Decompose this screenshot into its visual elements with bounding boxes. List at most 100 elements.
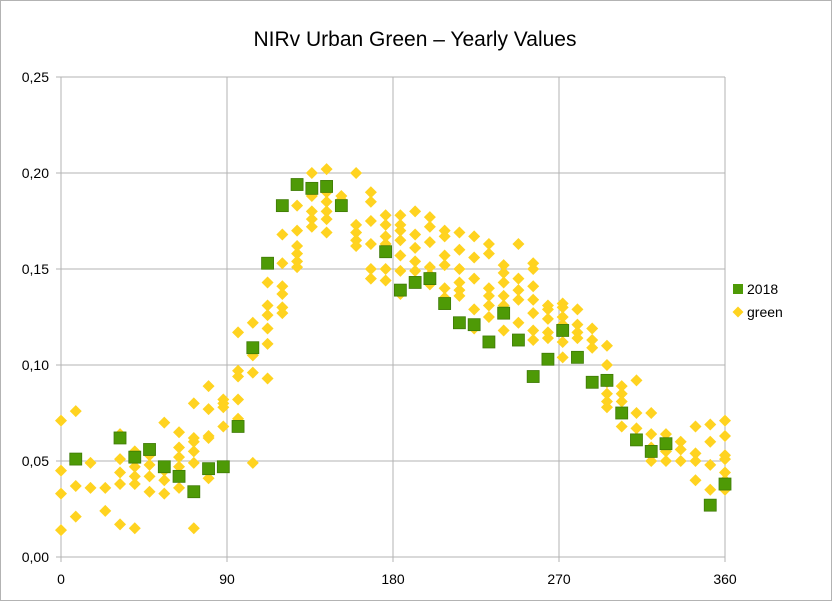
y-tick-label: 0,25 (22, 69, 49, 85)
data-point-green (246, 316, 259, 329)
data-point-2018 (128, 450, 142, 464)
data-point-green (350, 239, 363, 252)
data-point-green (291, 224, 304, 237)
data-point-green (394, 224, 407, 237)
data-point-green (438, 230, 451, 243)
data-point-green (719, 430, 731, 443)
data-point-green (541, 303, 554, 316)
data-point-green (482, 289, 495, 302)
data-point-green (114, 466, 127, 479)
data-point-green (143, 470, 156, 483)
data-point-green (438, 249, 451, 262)
data-point-green (187, 456, 200, 469)
data-point-green (202, 472, 215, 485)
data-point-green (659, 455, 672, 467)
data-point-green (158, 416, 171, 429)
data-point-green (276, 257, 289, 270)
data-point-green (320, 205, 333, 218)
data-point-green (645, 455, 658, 467)
y-tick-label: 0,20 (22, 165, 49, 181)
data-point-green (438, 282, 451, 295)
data-point-green (600, 401, 613, 414)
data-point-2018 (231, 420, 245, 433)
data-point-green (615, 420, 628, 433)
data-point-green (350, 226, 363, 239)
data-point-green (482, 311, 495, 323)
data-point-green (187, 435, 200, 448)
data-point-green (527, 307, 540, 320)
data-point-green (291, 239, 304, 252)
data-point-green (55, 524, 67, 537)
data-point-green (527, 280, 540, 293)
data-point-green (482, 247, 495, 260)
data-point-green (364, 263, 377, 275)
data-point-green (512, 293, 525, 306)
data-point-2018 (718, 477, 732, 491)
data-point-green (394, 209, 407, 222)
data-point-green (291, 247, 304, 260)
data-point-green (99, 504, 112, 517)
data-point-green (689, 447, 702, 460)
data-point-green (217, 420, 230, 433)
data-point-green (719, 453, 731, 466)
data-point-green (615, 387, 628, 400)
data-point-green (512, 238, 525, 251)
data-point-green (423, 261, 436, 274)
data-point-green (409, 255, 422, 268)
y-tick-label: 0,00 (22, 549, 49, 565)
data-point-green (173, 460, 186, 473)
data-point-green (232, 370, 245, 383)
data-point-2018 (143, 443, 156, 456)
data-point-green (320, 163, 333, 176)
data-point-green (571, 332, 584, 345)
data-point-green (497, 266, 510, 279)
legend: 2018 green (732, 281, 783, 320)
data-point-green (55, 414, 67, 427)
data-point-green (364, 272, 377, 285)
legend-label-2018: 2018 (747, 281, 778, 297)
data-point-green (394, 249, 407, 262)
data-point-green (173, 451, 186, 464)
data-point-green (202, 403, 215, 416)
data-point-green (409, 264, 422, 277)
data-point-green (674, 455, 687, 467)
data-point-green (173, 426, 186, 439)
data-point-green (217, 401, 230, 414)
x-tick-label: 0 (57, 571, 65, 587)
data-point-green (674, 443, 687, 456)
data-point-2018 (703, 498, 717, 512)
data-point-green (305, 205, 318, 218)
x-tick-label: 90 (219, 571, 235, 587)
data-point-green (128, 470, 141, 483)
data-point-2018 (113, 431, 127, 445)
data-point-green (291, 199, 304, 212)
data-point-green (600, 339, 613, 352)
data-point-2018 (644, 444, 658, 458)
data-point-green (704, 418, 717, 431)
data-point-green (128, 460, 141, 473)
data-point-2018 (157, 460, 171, 474)
data-point-green (276, 228, 289, 241)
data-point-green (468, 230, 481, 243)
x-tick-label: 360 (713, 571, 737, 587)
data-point-2018 (423, 272, 437, 286)
data-point-green (556, 311, 569, 323)
data-point-green (719, 466, 731, 479)
data-point-green (512, 284, 525, 297)
data-point-2018 (438, 297, 452, 310)
data-point-green (468, 303, 481, 316)
data-point-2018 (216, 460, 230, 474)
data-point-green (305, 167, 318, 179)
data-point-green (630, 407, 643, 419)
data-point-green (320, 213, 333, 226)
data-point-2018 (393, 283, 407, 297)
data-point-green (261, 299, 274, 312)
data-point-green (114, 478, 127, 491)
data-point-green (379, 218, 392, 231)
data-point-green (482, 299, 495, 312)
data-point-green (69, 405, 82, 418)
data-point-green (586, 341, 599, 354)
data-point-2018 (556, 324, 570, 337)
data-point-green (423, 236, 436, 249)
